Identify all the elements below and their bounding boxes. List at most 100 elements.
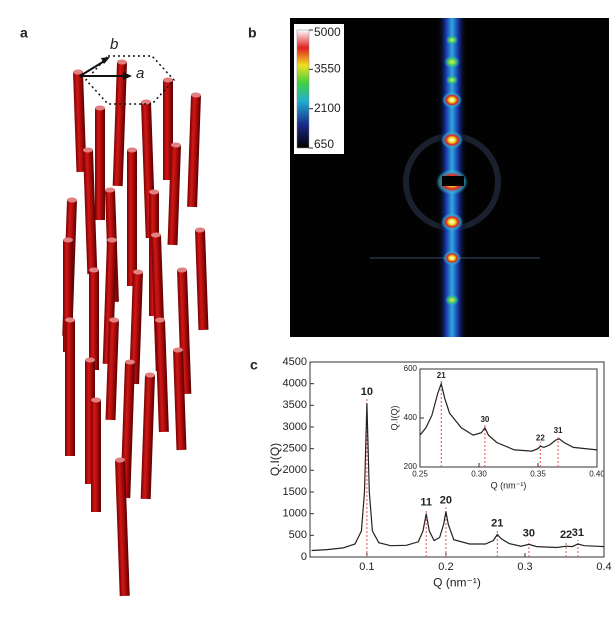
cylinder-top	[163, 77, 173, 83]
cylinder-top	[89, 267, 99, 273]
cylinder	[195, 227, 209, 331]
cylinder-body	[187, 94, 201, 208]
cylinder	[187, 92, 201, 208]
cylinder-body	[173, 349, 187, 451]
y-tick-label: 2500	[283, 443, 307, 455]
lattice: b a	[79, 36, 176, 105]
inset-chart: 200 400 600 0.25 0.30 0.35 0.40 21 30 22 31 Q (nm⁻¹…	[390, 364, 606, 490]
diffraction-spot	[441, 213, 463, 231]
cylinder-body	[73, 71, 87, 173]
cylinder	[95, 105, 105, 220]
cylinder	[89, 267, 99, 370]
cylinder-top	[141, 99, 151, 105]
diffraction-spot	[443, 250, 461, 266]
x-tick-label: 0.3	[517, 561, 532, 573]
cylinder-body	[155, 319, 169, 433]
colorbar-tick-label: 5000	[314, 25, 341, 39]
panel-label: a	[20, 25, 28, 41]
y-tick-label: 3000	[283, 421, 307, 433]
cylinder-top	[105, 187, 115, 193]
cylinder	[167, 142, 181, 246]
cylinder-top	[127, 147, 137, 153]
x-tick-label: 0.30	[471, 469, 487, 478]
arrow	[79, 59, 107, 77]
cylinder-body	[91, 400, 101, 512]
peak-label: 10	[361, 386, 373, 398]
diffraction-spot	[442, 92, 462, 108]
cylinder-top	[67, 197, 77, 203]
vector-label: a	[136, 65, 144, 82]
cylinder-top	[177, 267, 187, 273]
x-tick-label: 0.2	[438, 561, 453, 573]
peak-label: 30	[523, 527, 535, 539]
peak-label: 11	[420, 497, 432, 509]
cylinder-array	[62, 59, 209, 597]
cylinder-top	[107, 237, 117, 243]
cylinder-body	[140, 374, 155, 500]
cylinder-top	[109, 317, 119, 323]
cylinder	[163, 77, 173, 180]
cylinder-top	[171, 142, 181, 148]
cylinder-body	[89, 270, 99, 370]
cylinder-top	[191, 92, 201, 98]
cylinder-body	[112, 61, 127, 187]
data-line	[419, 381, 598, 452]
cylinder-top	[115, 457, 125, 463]
diffraction-spot	[446, 75, 458, 85]
colorbar	[296, 29, 310, 149]
x-tick-label: 0.35	[530, 469, 546, 478]
peak-label: 20	[440, 494, 452, 506]
colorbar-tick-label: 3550	[314, 62, 341, 76]
cylinder	[115, 457, 130, 597]
cylinder	[127, 147, 137, 286]
cylinder-top	[195, 227, 205, 233]
peak-label: 22	[536, 433, 545, 442]
cylinder	[91, 397, 101, 512]
cylinder-top	[85, 357, 95, 363]
cylinder	[65, 317, 75, 456]
cylinder-top	[63, 237, 73, 243]
cylinder-body	[63, 240, 73, 352]
cylinder-top	[125, 359, 135, 365]
cylinder-top	[173, 347, 183, 353]
y-tick-label: 1000	[283, 508, 307, 520]
cylinder-top	[133, 269, 143, 275]
x-tick-label: 0.1	[359, 561, 374, 573]
cylinder-body	[127, 150, 137, 286]
panel-label: c	[250, 357, 258, 373]
peak-label: 30	[480, 415, 489, 424]
vector-label: b	[110, 36, 118, 53]
y-axis-label: Q.I(Q)	[268, 443, 282, 476]
x-axis-label: Q (nm⁻¹)	[491, 481, 527, 491]
cylinder	[85, 357, 95, 484]
x-tick-label: 0.25	[412, 469, 428, 478]
peak-label: 31	[572, 527, 584, 539]
cylinder	[105, 317, 119, 421]
cylinder-top	[83, 147, 93, 153]
diffraction-spot	[445, 294, 459, 306]
cylinder	[140, 372, 155, 500]
colorbar-ticks: 5000 3550 2100 650	[309, 25, 341, 151]
x-tick-label: 0.4	[596, 561, 611, 573]
cylinder-body	[115, 459, 130, 597]
diffraction-spot	[444, 55, 460, 69]
arrow-head	[123, 72, 132, 80]
cylinder	[173, 347, 187, 451]
y-tick-label: 500	[289, 529, 307, 541]
cylinder-top	[95, 105, 105, 111]
cylinder-body	[95, 108, 105, 220]
cylinder-top	[73, 69, 83, 75]
cylinder-top	[65, 317, 75, 323]
diffraction-spot	[441, 131, 463, 149]
cylinder-top	[117, 59, 127, 65]
y-tick-label: 200	[404, 462, 418, 471]
x-tick-label: 0.40	[589, 469, 605, 478]
cylinder-body	[83, 149, 98, 275]
cylinder-top	[149, 189, 159, 195]
diffraction-spot	[446, 35, 458, 45]
cylinder	[129, 269, 143, 385]
cylinder-body	[105, 319, 119, 421]
cylinder	[83, 147, 98, 275]
x-axis-label: Q (nm⁻¹)	[433, 576, 481, 590]
